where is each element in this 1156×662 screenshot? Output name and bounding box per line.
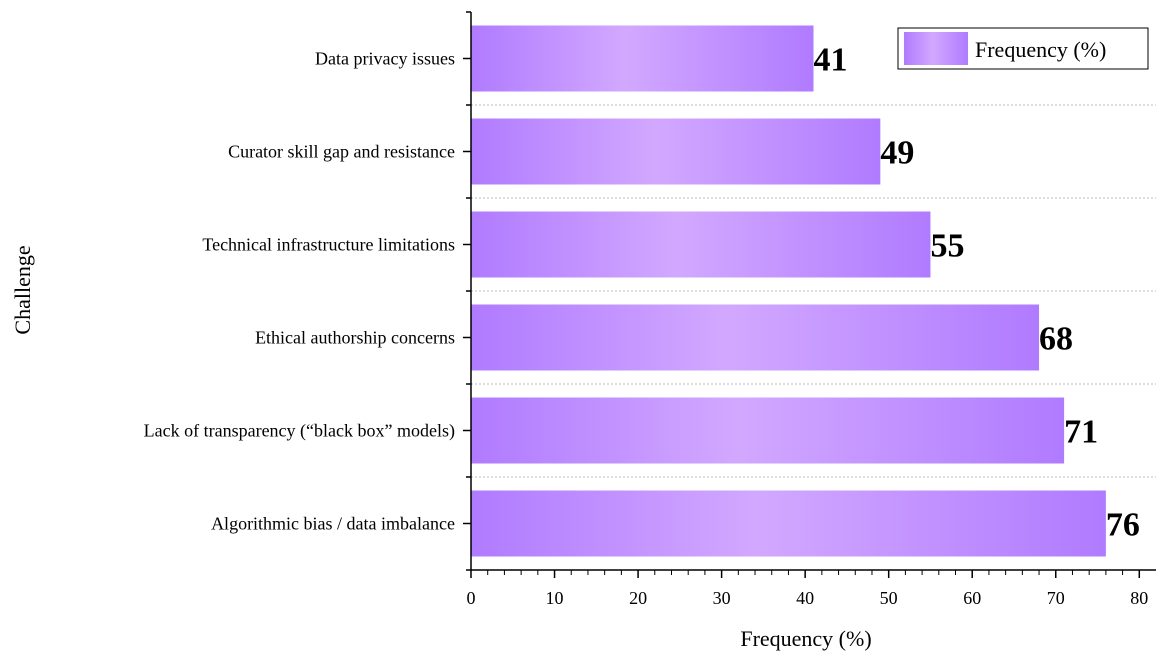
x-tick-label: 50 xyxy=(880,588,898,608)
data-label: 41 xyxy=(814,42,848,79)
category-label: Curator skill gap and resistance xyxy=(228,142,455,162)
x-tick-label: 0 xyxy=(467,588,476,608)
data-label: 55 xyxy=(930,228,964,265)
labels: 41 Data privacy issues 49 Curator skill gap… xyxy=(144,42,1149,609)
category-label: Algorithmic bias / data imbalance xyxy=(211,514,455,534)
bar xyxy=(471,211,931,278)
x-axis-title: Frequency (%) xyxy=(740,626,871,651)
category-label: Lack of transparency (“black box” models… xyxy=(144,421,455,442)
data-label: 49 xyxy=(880,135,914,172)
bar xyxy=(471,490,1106,557)
legend: Frequency (%) xyxy=(897,27,1149,70)
x-tick-label: 30 xyxy=(713,588,731,608)
bar xyxy=(471,397,1065,464)
y-axis-title: Challenge xyxy=(10,245,35,334)
bar xyxy=(471,118,881,185)
bar xyxy=(471,25,814,92)
data-label: 71 xyxy=(1064,414,1098,451)
x-tick-label: 80 xyxy=(1130,588,1148,608)
category-label: Data privacy issues xyxy=(315,49,455,69)
category-label: Ethical authorship concerns xyxy=(255,328,455,348)
x-tick-label: 40 xyxy=(796,588,814,608)
category-label: Technical infrastructure limitations xyxy=(202,235,455,255)
x-tick-label: 70 xyxy=(1047,588,1065,608)
bar xyxy=(471,304,1040,371)
legend-label: Frequency (%) xyxy=(975,37,1106,62)
x-tick-label: 20 xyxy=(629,588,647,608)
legend-swatch xyxy=(904,32,968,65)
bars xyxy=(471,25,1106,557)
axes xyxy=(463,11,1156,578)
data-label: 76 xyxy=(1106,507,1140,544)
x-tick-label: 60 xyxy=(963,588,981,608)
data-label: 68 xyxy=(1039,321,1073,358)
x-tick-label: 10 xyxy=(546,588,564,608)
